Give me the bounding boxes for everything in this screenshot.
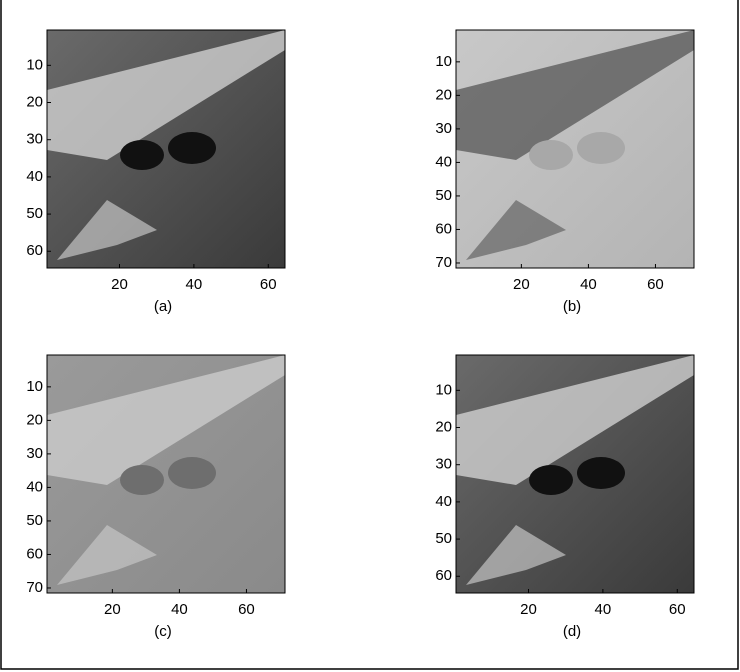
x-tick-label: 20 (513, 276, 530, 293)
y-tick-label: 40 (435, 153, 452, 170)
y-tick-label: 70 (26, 579, 43, 596)
image-glasses (529, 465, 573, 495)
y-tick-label: 60 (26, 545, 43, 562)
x-tick-label: 40 (171, 601, 188, 618)
x-tick-label: 40 (186, 276, 203, 293)
y-tick-label: 20 (435, 418, 452, 435)
y-tick-label: 30 (435, 456, 452, 473)
y-tick-label: 10 (435, 381, 452, 398)
y-tick-label: 10 (26, 56, 43, 73)
image-glasses (577, 457, 625, 489)
image-glasses (120, 140, 164, 170)
y-tick-label: 40 (435, 493, 452, 510)
y-tick-label: 60 (26, 242, 43, 259)
image-panel: 20 40 60 10 20 30 40 50 60 70 (b) (435, 30, 694, 315)
x-tick-label: 20 (520, 601, 537, 618)
x-tick-label: 20 (111, 276, 128, 293)
y-tick-label: 30 (435, 120, 452, 137)
y-tick-label: 70 (435, 254, 452, 271)
y-tick-label: 20 (26, 93, 43, 110)
x-tick-label: 60 (669, 601, 686, 618)
figure: 20 40 60 10 20 30 40 50 60 (a) 20 40 60 10 20 30 40 50 60 7… (0, 0, 740, 672)
image-panel: 20 40 60 10 20 30 40 50 60 (a) (26, 30, 285, 315)
image-glasses (577, 132, 625, 164)
y-tick-label: 40 (26, 478, 43, 495)
y-tick-label: 40 (26, 168, 43, 185)
y-tick-label: 50 (26, 512, 43, 529)
y-tick-label: 30 (26, 445, 43, 462)
image-glasses (168, 132, 216, 164)
y-tick-label: 20 (435, 86, 452, 103)
y-tick-label: 60 (435, 567, 452, 584)
image-glasses (529, 140, 573, 170)
y-tick-label: 30 (26, 131, 43, 148)
x-tick-label: 60 (260, 276, 277, 293)
x-tick-label: 60 (647, 276, 664, 293)
image-glasses (120, 465, 164, 495)
x-tick-label: 40 (595, 601, 612, 618)
panel-caption: (a) (154, 298, 172, 315)
image-glasses (168, 457, 216, 489)
y-tick-label: 10 (26, 378, 43, 395)
panel-caption: (d) (563, 623, 581, 640)
y-tick-label: 50 (435, 187, 452, 204)
image-panel: 20 40 60 10 20 30 40 50 60 (d) (435, 355, 694, 640)
x-tick-label: 20 (104, 601, 121, 618)
panel-caption: (c) (154, 623, 172, 640)
y-tick-label: 10 (435, 53, 452, 70)
x-tick-label: 60 (238, 601, 255, 618)
y-tick-label: 20 (26, 411, 43, 428)
y-tick-label: 50 (435, 530, 452, 547)
image-panel: 20 40 60 10 20 30 40 50 60 70 (c) (26, 355, 285, 640)
x-tick-label: 40 (580, 276, 597, 293)
y-tick-label: 60 (435, 220, 452, 237)
y-tick-label: 50 (26, 205, 43, 222)
panel-caption: (b) (563, 298, 581, 315)
